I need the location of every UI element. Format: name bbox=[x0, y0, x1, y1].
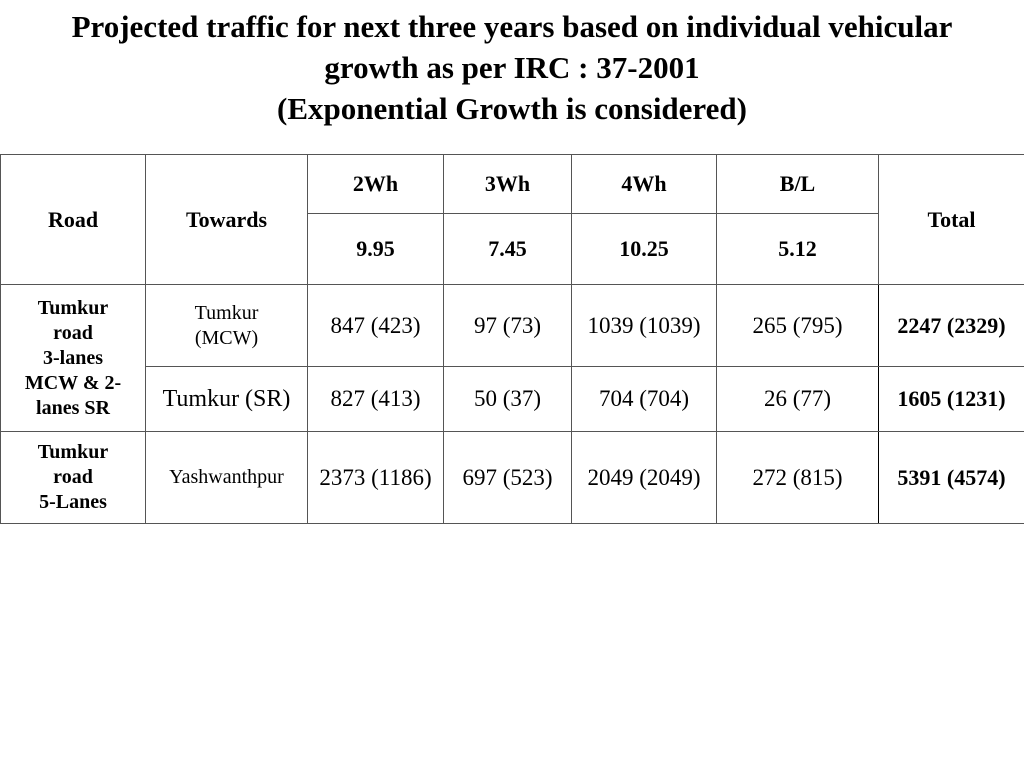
value-4wh: 1039 (1039) bbox=[571, 284, 717, 367]
header-3wh: 3Wh bbox=[443, 154, 572, 214]
value-2wh: 2373 (1186) bbox=[307, 431, 444, 524]
towards-cell: Tumkur (SR) bbox=[145, 366, 308, 432]
road-cell: Tumkur road 5-Lanes bbox=[0, 431, 146, 524]
header-row-vehicles: Road Towards 2Wh 3Wh 4Wh B/L Total bbox=[0, 154, 1024, 285]
road-cell: Tumkur road 3-lanes MCW & 2- lanes SR bbox=[0, 284, 146, 432]
value-bl: 265 (795) bbox=[716, 284, 879, 367]
growth-rate-4wh: 10.25 bbox=[571, 213, 717, 285]
towards-cell: Yashwanthpur bbox=[145, 431, 308, 524]
value-4wh: 704 (704) bbox=[571, 366, 717, 432]
table-row: Tumkur (SR) 827 (413) 50 (37) 704 (704) … bbox=[1, 366, 1024, 432]
header-road: Road bbox=[0, 154, 146, 285]
title-line-1: Projected traffic for next three years b… bbox=[71, 9, 953, 44]
road-line: 5-Lanes bbox=[39, 491, 107, 513]
growth-rate-2wh: 9.95 bbox=[307, 213, 444, 285]
road-line: road bbox=[53, 466, 93, 488]
road-line: lanes SR bbox=[36, 396, 110, 419]
page-title: Projected traffic for next three years b… bbox=[0, 6, 1024, 129]
value-3wh: 697 (523) bbox=[443, 431, 572, 524]
road-line: MCW & 2- bbox=[24, 371, 122, 394]
road-line: road bbox=[53, 321, 93, 344]
title-line-3: (Exponential Growth is considered) bbox=[277, 91, 747, 126]
towards-line: Tumkur bbox=[194, 301, 259, 324]
value-3wh: 97 (73) bbox=[443, 284, 572, 367]
value-total: 2247 (2329) bbox=[878, 284, 1024, 367]
value-total: 1605 (1231) bbox=[878, 366, 1024, 432]
towards-cell: Tumkur (MCW) bbox=[145, 284, 308, 367]
header-towards: Towards bbox=[145, 154, 308, 285]
value-2wh: 827 (413) bbox=[307, 366, 444, 432]
title-line-2: growth as per IRC : 37-2001 bbox=[324, 50, 700, 85]
value-bl: 272 (815) bbox=[716, 431, 879, 524]
value-4wh: 2049 (2049) bbox=[571, 431, 717, 524]
header-4wh: 4Wh bbox=[571, 154, 717, 214]
header-bl: B/L bbox=[716, 154, 879, 214]
growth-rate-bl: 5.12 bbox=[716, 213, 879, 285]
growth-rate-3wh: 7.45 bbox=[443, 213, 572, 285]
towards-line: (MCW) bbox=[194, 326, 259, 349]
header-total: Total bbox=[878, 154, 1024, 285]
traffic-table: Road Towards 2Wh 3Wh 4Wh B/L Total 9.95 … bbox=[0, 154, 1024, 524]
table-row: Tumkur road 3-lanes MCW & 2- lanes SR Tu… bbox=[0, 284, 1024, 432]
value-total: 5391 (4574) bbox=[878, 431, 1024, 524]
road-line: 3-lanes bbox=[43, 346, 103, 369]
road-line: Tumkur bbox=[37, 296, 109, 319]
value-bl: 26 (77) bbox=[716, 366, 879, 432]
road-line: Tumkur bbox=[37, 441, 109, 463]
table-row: Tumkur road 5-Lanes Yashwanthpur 2373 (1… bbox=[0, 431, 1024, 524]
value-3wh: 50 (37) bbox=[443, 366, 572, 432]
value-2wh: 847 (423) bbox=[307, 284, 444, 367]
header-2wh: 2Wh bbox=[307, 154, 444, 214]
